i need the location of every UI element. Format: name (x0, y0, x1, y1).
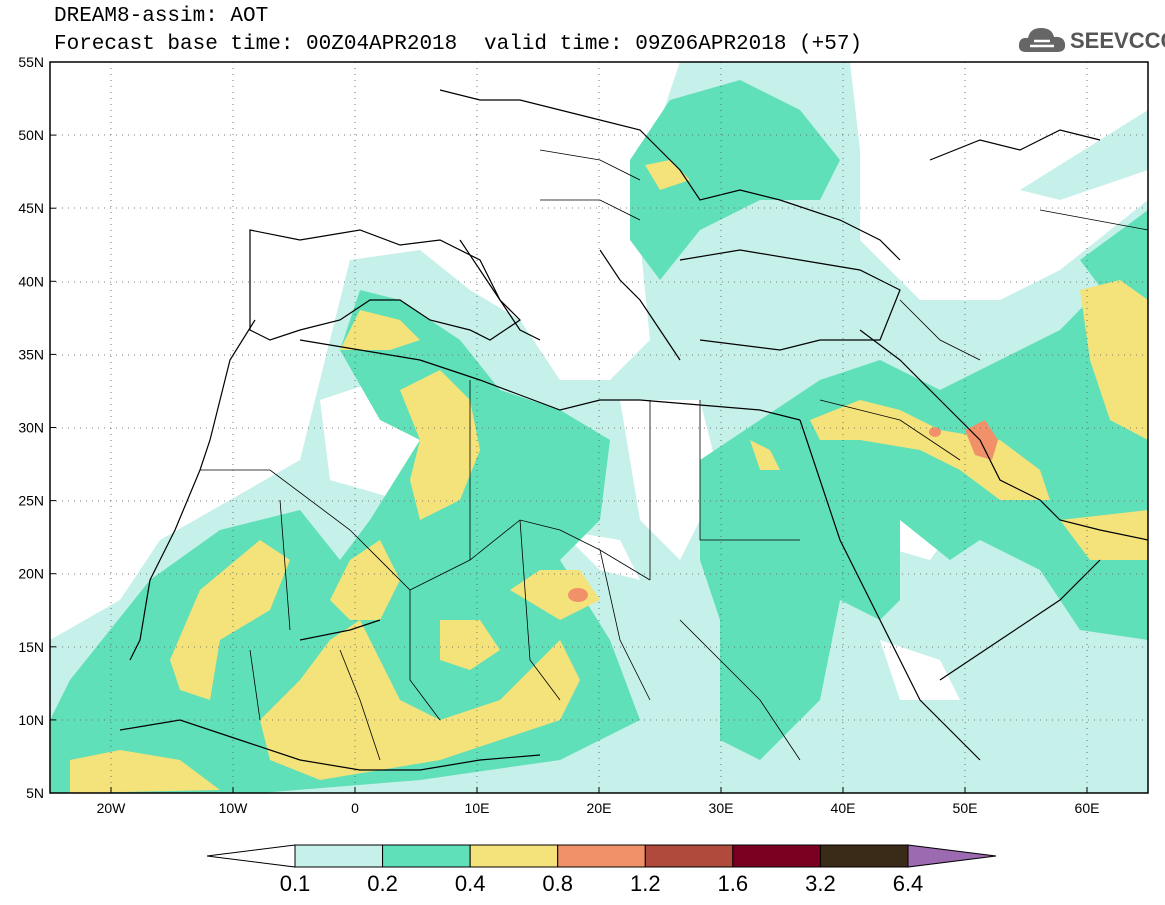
colorbar-bin (382, 844, 471, 868)
colorbar-under-triangle (206, 844, 296, 868)
colorbar-over-triangle (907, 844, 997, 868)
seevccc-logo: SEEVCCC (1016, 22, 1165, 58)
colorbar-label: 1.6 (718, 871, 749, 896)
colorbar-label: 6.4 (893, 871, 924, 896)
country-borders (200, 149, 1148, 761)
lat-tick-label: 15N (18, 639, 44, 655)
cloud-icon (1018, 28, 1066, 52)
logo-text: SEEVCCC (1070, 28, 1165, 53)
lon-tick-label: 50E (953, 800, 978, 816)
colorbar-label: 3.2 (805, 871, 836, 896)
longitude-tick-labels: 20W 10W 0 10E 20E 30E 40E 50E 60E (97, 787, 1100, 816)
lon-tick-label: 0 (351, 800, 359, 816)
colorbar-label: 0.8 (542, 871, 573, 896)
colorbar-bin (294, 844, 384, 868)
lon-tick-label: 40E (831, 800, 856, 816)
lat-tick-label: 5N (26, 785, 44, 801)
lat-tick-label: 10N (18, 712, 44, 728)
lat-tick-label: 55N (18, 54, 44, 70)
map-title: DREAM8-assim: AOT (54, 5, 269, 28)
colorbar-bin (732, 844, 821, 868)
lon-tick-label: 10W (219, 800, 249, 816)
valid-time: valid time: 09Z06APR2018 (+57) (484, 33, 863, 56)
lat-tick-label: 35N (18, 346, 44, 362)
colorbar: 0.1 0.2 0.4 0.8 1.2 1.6 3.2 6.4 (206, 844, 997, 896)
base-time: Forecast base time: 00Z04APR2018 (54, 33, 458, 56)
colorbar-bin (469, 844, 559, 868)
lat-tick-label: 20N (18, 566, 44, 582)
forecast-time-line: Forecast base time: 00Z04APR2018 valid ti… (54, 33, 862, 56)
colorbar-label: 1.2 (630, 871, 661, 896)
colorbar-bin (557, 844, 646, 868)
lat-tick-label: 25N (18, 493, 44, 509)
colorbar-label: 0.4 (455, 871, 486, 896)
latitude-tick-labels: 55N 50N 45N 40N 35N 30N 25N 20N 15N 10N 5N (18, 54, 56, 801)
lon-tick-label: 60E (1075, 800, 1100, 816)
lon-tick-label: 20W (97, 800, 127, 816)
coastlines (119, 89, 1148, 771)
colorbar-label: 0.2 (367, 871, 398, 896)
lon-tick-label: 20E (587, 800, 612, 816)
lon-tick-label: 10E (465, 800, 490, 816)
map-plot-area (50, 62, 1148, 793)
colorbar-bin (819, 844, 909, 868)
colorbar-bin (644, 844, 734, 868)
aot-band-0.4 (70, 160, 1148, 793)
lat-tick-label: 40N (18, 273, 44, 289)
lat-tick-label: 30N (18, 420, 44, 436)
lon-tick-label: 30E (709, 800, 734, 816)
colorbar-label: 0.1 (280, 871, 311, 896)
aot-band-0.8 (568, 420, 998, 602)
lat-tick-label: 45N (18, 200, 44, 216)
lat-tick-label: 50N (18, 127, 44, 143)
